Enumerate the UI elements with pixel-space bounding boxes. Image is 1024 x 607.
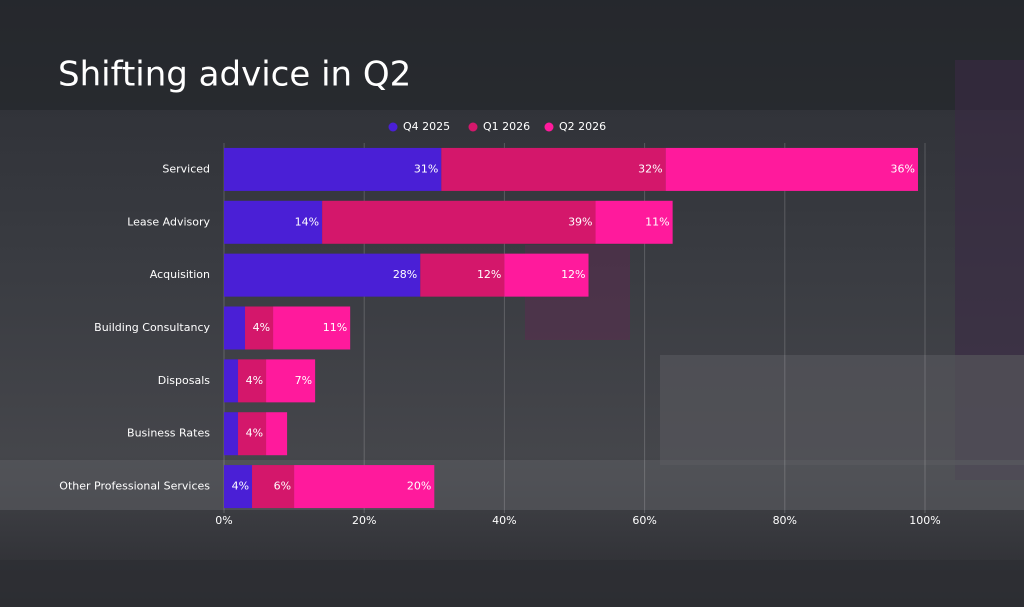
y-tick-label: Other Professional Services <box>59 480 210 493</box>
bar-segment <box>252 465 295 509</box>
legend-label: Q1 2026 <box>483 120 530 133</box>
bar-segment <box>238 359 267 403</box>
bar-segment <box>224 200 323 244</box>
legend-swatch <box>544 122 554 132</box>
bar-segment <box>665 147 918 191</box>
x-tick-label: 60% <box>632 514 656 527</box>
data-label: 11% <box>645 215 669 228</box>
data-label: 39% <box>568 215 592 228</box>
legend-label: Q2 2026 <box>559 120 606 133</box>
x-tick-label: 40% <box>492 514 516 527</box>
data-label: 14% <box>295 215 319 228</box>
legend-swatch <box>468 122 478 132</box>
data-label: 31% <box>414 162 438 175</box>
data-label: 20% <box>407 480 431 493</box>
bar-segment <box>441 147 666 191</box>
bar-segment <box>322 200 596 244</box>
y-tick-label: Acquisition <box>150 268 210 281</box>
legend-label: Q4 2025 <box>403 120 450 133</box>
data-label: 4% <box>232 480 249 493</box>
bar-segment <box>224 359 239 403</box>
counter <box>660 355 1024 465</box>
y-tick-label: Disposals <box>158 374 210 387</box>
x-tick-label: 100% <box>909 514 940 527</box>
data-label: 11% <box>323 321 347 334</box>
y-tick-label: Lease Advisory <box>127 215 210 228</box>
bar-segment <box>224 147 442 191</box>
floor <box>0 560 1024 607</box>
x-tick-label: 80% <box>773 514 797 527</box>
legend-swatch <box>388 122 398 132</box>
bar-segment <box>224 253 421 297</box>
ceiling <box>0 0 1024 110</box>
bar-segment <box>224 465 253 509</box>
data-label: 12% <box>477 268 501 281</box>
bar-segment <box>504 253 589 297</box>
data-label: 32% <box>638 162 662 175</box>
y-tick-label: Serviced <box>162 162 210 175</box>
data-label: 12% <box>561 268 585 281</box>
bar-segment <box>238 412 267 456</box>
x-tick-label: 20% <box>352 514 376 527</box>
bar-segment <box>266 359 316 403</box>
bar-segment <box>266 412 288 456</box>
y-tick-label: Business Rates <box>127 427 210 440</box>
y-tick-label: Building Consultancy <box>94 321 210 334</box>
bar-segment <box>224 306 246 350</box>
data-label: 4% <box>253 321 270 334</box>
data-label: 4% <box>246 427 263 440</box>
data-label: 28% <box>393 268 417 281</box>
data-label: 4% <box>246 374 263 387</box>
data-label: 6% <box>274 480 291 493</box>
chart-title: Shifting advice in Q2 <box>58 55 411 95</box>
x-tick-label: 0% <box>215 514 232 527</box>
bar-segment <box>273 306 351 350</box>
bar-segment <box>595 200 673 244</box>
bar-segment <box>245 306 274 350</box>
table <box>0 460 1024 510</box>
data-label: 7% <box>295 374 312 387</box>
bar-segment <box>224 412 239 456</box>
bar-segment <box>294 465 435 509</box>
bar-segment <box>420 253 505 297</box>
data-label: 36% <box>891 162 915 175</box>
